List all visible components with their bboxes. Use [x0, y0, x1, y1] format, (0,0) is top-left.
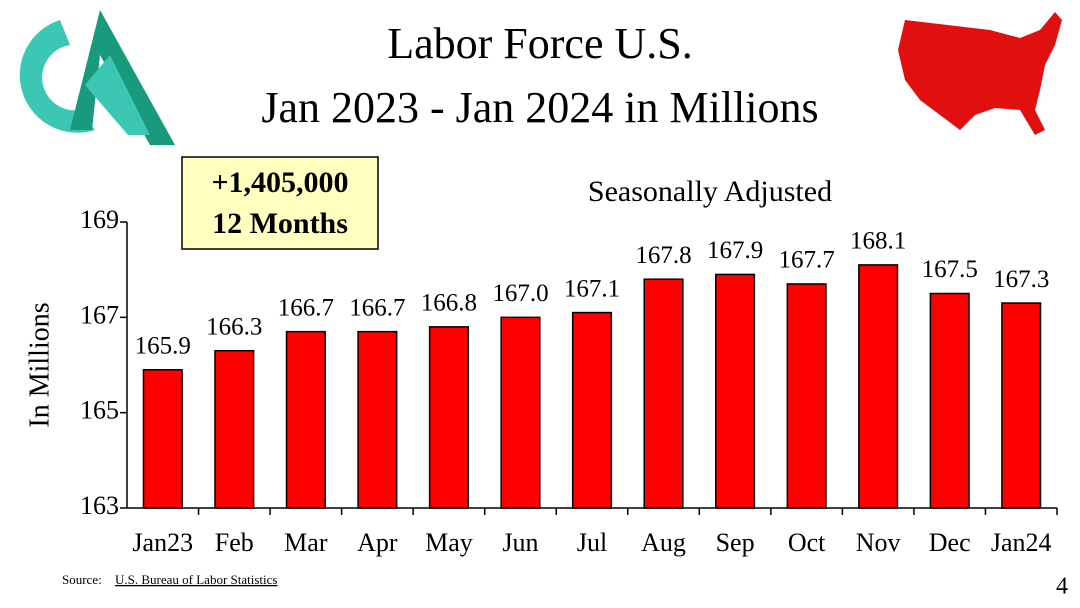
logo	[19, 10, 175, 145]
value-label: 167.3	[993, 266, 1049, 293]
y-tick-label: 163	[80, 491, 119, 520]
x-tick-label: Feb	[215, 528, 254, 557]
x-tick-label: Nov	[856, 528, 901, 557]
x-tick-label: Aug	[641, 528, 686, 557]
x-tick-label: May	[425, 528, 473, 557]
value-label: 167.8	[635, 242, 691, 269]
value-label: 167.1	[564, 275, 620, 302]
bar	[643, 278, 684, 509]
bar	[214, 349, 255, 509]
bar	[500, 316, 541, 509]
bar	[142, 369, 183, 509]
x-tick-label: Apr	[357, 528, 398, 557]
value-label: 165.9	[135, 333, 191, 360]
source-link[interactable]: U.S. Bureau of Labor Statistics	[115, 572, 277, 587]
bar	[428, 326, 469, 509]
chart-title: Jan 2023 - Jan 2024 in Millions	[261, 83, 818, 132]
bar	[858, 264, 899, 509]
value-label: 166.3	[206, 313, 262, 340]
bar	[285, 330, 326, 509]
value-label: 166.8	[421, 290, 477, 317]
value-label: 167.5	[922, 256, 978, 283]
x-tick-label: Oct	[788, 528, 826, 557]
bar	[357, 330, 398, 509]
us-map	[898, 12, 1062, 135]
value-label: 167.7	[778, 247, 834, 274]
x-tick-label: Mar	[284, 528, 328, 557]
value-label: 168.1	[850, 228, 906, 255]
page-number: 4	[1056, 574, 1068, 600]
x-tick-label: Jan23	[132, 528, 193, 557]
bar	[571, 311, 613, 509]
bar	[786, 283, 827, 509]
y-axis-label: In Millions	[24, 302, 55, 427]
x-tick-label: Dec	[929, 528, 971, 557]
value-label: 166.7	[349, 294, 405, 321]
bar	[929, 292, 970, 509]
source-prefix: Source:	[62, 572, 102, 587]
bar	[1001, 302, 1042, 509]
annotation: 12 Months	[212, 207, 348, 240]
chart-title: Labor Force U.S.	[387, 19, 693, 68]
annotation: +1,405,000	[211, 166, 348, 199]
y-tick-label: 167	[80, 300, 119, 329]
subtitle: Seasonally Adjusted	[588, 175, 832, 208]
annotation-box	[181, 156, 379, 250]
value-label: 167.0	[492, 280, 548, 307]
value-label: 166.7	[278, 294, 334, 321]
x-tick-label: Jul	[577, 528, 607, 557]
y-tick-label: 165	[80, 396, 119, 425]
x-tick-label: Jun	[502, 528, 538, 557]
bar	[715, 273, 756, 509]
x-tick-label: Sep	[716, 528, 755, 557]
x-tick-label: Jan24	[991, 528, 1052, 557]
value-label: 167.9	[707, 237, 763, 264]
y-tick-label: 169	[80, 205, 119, 234]
